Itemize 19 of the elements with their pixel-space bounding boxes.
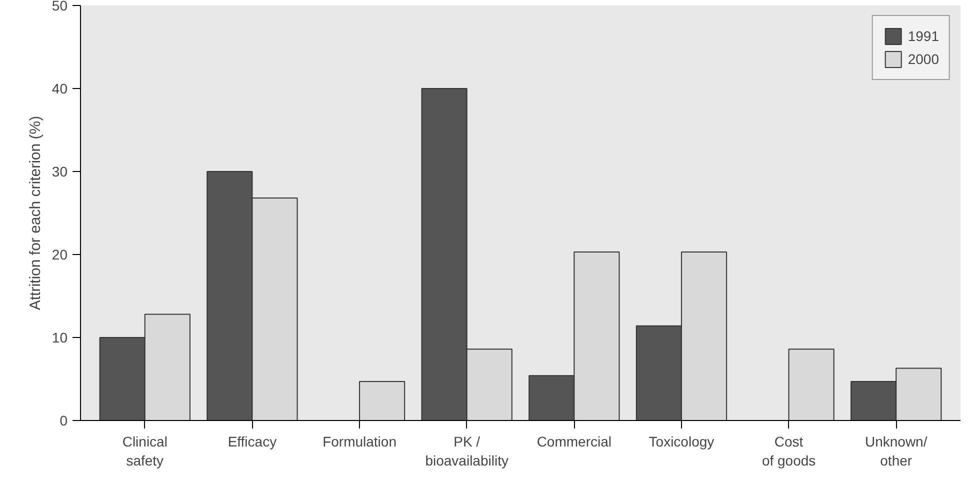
- y-tick-label: 10: [52, 330, 68, 346]
- bar: [788, 348, 834, 420]
- x-tick-label: Toxicology: [648, 434, 714, 450]
- y-tick-label: 0: [60, 412, 68, 428]
- legend-label: 2000: [908, 51, 939, 67]
- y-tick-label: 20: [52, 246, 68, 262]
- bar: [359, 380, 406, 420]
- x-tick-label: Clinical safety: [122, 434, 168, 469]
- x-tick-label: Commercial: [536, 434, 612, 450]
- y-axis-title: Attrition for each criterion (%): [26, 116, 44, 310]
- x-tick-label: PK / bioavailability: [425, 434, 508, 469]
- y-tick-label: 30: [52, 164, 68, 180]
- x-tick-label: Cost of goods: [762, 434, 816, 469]
- x-tick-label: Formulation: [322, 434, 396, 450]
- y-tick-label: 40: [52, 80, 68, 96]
- x-tick-label: Unknown/ other: [864, 434, 928, 469]
- y-tick-label: 50: [52, 0, 68, 14]
- legend-label: 1991: [908, 28, 939, 44]
- x-tick-label: Efficacy: [228, 434, 277, 450]
